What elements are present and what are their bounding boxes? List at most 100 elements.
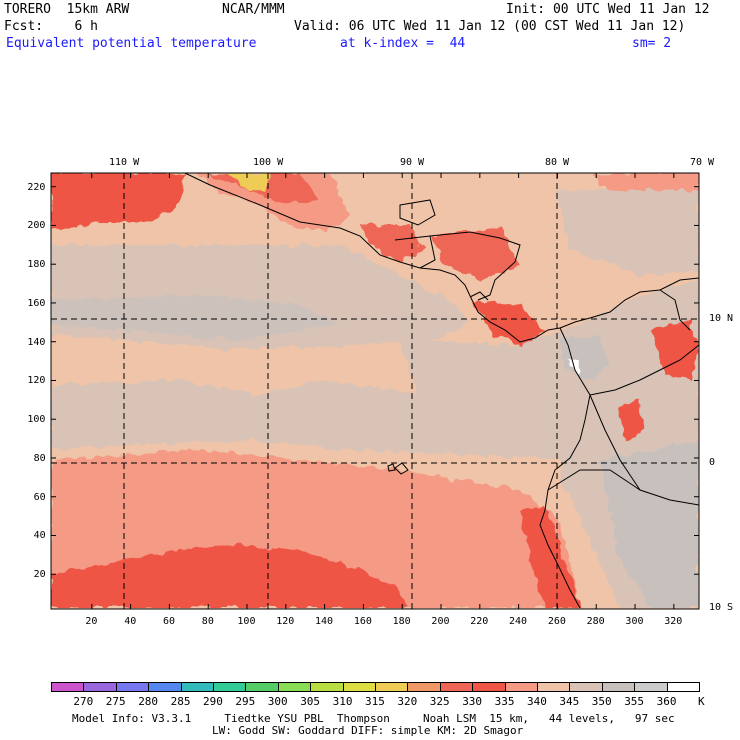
x-axis-label: 240 — [509, 616, 528, 627]
yucatan-outline — [399, 199, 436, 226]
y-axis-label: 180 — [27, 259, 46, 271]
x-axis-label: 200 — [431, 616, 450, 627]
warm-region-guatemala — [360, 225, 425, 262]
model-info-line1: Model Info: V3.3.1 Tiedtke YSU PBL Thomp… — [72, 712, 675, 725]
colorbar-label: 310 — [332, 695, 353, 708]
coastlines — [184, 173, 699, 609]
colorbar-label: 360 — [656, 695, 677, 708]
colorbar-label: 325 — [429, 695, 450, 708]
lon-label-90w: 90 W — [400, 157, 425, 168]
colorbar-swatch — [537, 682, 571, 692]
lon-label-80w: 80 W — [545, 157, 570, 168]
colorbar-swatch — [407, 682, 441, 692]
x-axis-label: 80 — [201, 616, 214, 627]
level-info: at k-index = 44 — [340, 36, 466, 51]
peak-region-mexico — [228, 173, 270, 192]
y-axis-label: 100 — [27, 414, 46, 426]
y-axis-label: 200 — [27, 220, 46, 232]
cool-region-amazon — [600, 440, 699, 608]
colorbar-swatch — [310, 682, 344, 692]
y-tick-marks — [51, 186, 699, 575]
x-axis-label: 220 — [470, 616, 489, 627]
colorbar-swatch — [472, 682, 506, 692]
valid-time: Valid: 06 UTC Wed 11 Jan 12 (00 CST Wed … — [294, 19, 686, 34]
lon-label-100w: 100 W — [253, 157, 284, 168]
colorbar-swatch — [666, 682, 700, 692]
x-axis-label: 60 — [163, 616, 176, 627]
colorbar-unit: K — [698, 695, 705, 708]
x-axis-label: 280 — [586, 616, 605, 627]
colorbar-label: 335 — [494, 695, 515, 708]
colorbar-label: 350 — [591, 695, 612, 708]
pacific-coast-central-america — [184, 173, 561, 343]
warm-region-colombia — [618, 400, 645, 440]
caribbean-coast — [394, 231, 521, 301]
border-guatemala — [419, 235, 436, 269]
model-name: TORERO 15km ARW — [4, 2, 130, 17]
forecast-hour: Fcst: 6 h — [4, 19, 98, 34]
map-frame — [50, 172, 700, 610]
cool-region-caribbean — [555, 190, 699, 275]
init-time: Init: 00 UTC Wed 11 Jan 12 — [506, 2, 710, 17]
x-axis-label: 120 — [276, 616, 295, 627]
lon-label-70w: 70 W — [690, 157, 715, 168]
colorbar-label: 315 — [365, 695, 385, 708]
border-venezuela — [659, 289, 691, 331]
warm-region-venezuela — [650, 320, 699, 380]
lat-label-0: 0 — [709, 457, 716, 468]
colorbar-label: 345 — [559, 695, 580, 708]
colorbar-swatch — [148, 682, 182, 692]
y-axis-label: 160 — [27, 297, 46, 309]
colorbar-swatch — [115, 682, 150, 692]
colorbar-label: 355 — [624, 695, 645, 708]
x-tick-marks — [91, 173, 675, 609]
colorbar-label: 270 — [73, 695, 94, 708]
colorbar-swatch — [51, 682, 85, 692]
colorbar-swatch — [601, 682, 636, 692]
colorbar-swatch — [83, 682, 117, 692]
colorbar-label: 280 — [138, 695, 159, 708]
x-axis-label: 40 — [124, 616, 137, 627]
y-axis-label: 20 — [33, 569, 46, 581]
lat-label-10n: 10 N — [709, 313, 734, 324]
colorbar-label: 295 — [235, 695, 256, 708]
graticule — [51, 173, 699, 609]
lat-label-10s: 10 S — [709, 602, 734, 613]
colorbar-swatch — [439, 682, 474, 692]
x-axis-label: 300 — [625, 616, 644, 627]
x-axis-label: 160 — [353, 616, 372, 627]
warm-region-nw — [51, 173, 185, 230]
x-axis-label: 140 — [315, 616, 334, 627]
warm-region-costarica — [470, 300, 545, 350]
x-axis-label: 20 — [85, 616, 98, 627]
colorbar-swatch — [342, 682, 376, 692]
colorbar-label: 340 — [527, 695, 547, 708]
colorbar-swatch — [375, 682, 409, 692]
colorbar-label: 320 — [397, 695, 418, 708]
colorbar-label: 275 — [105, 695, 126, 708]
x-axis-label: 260 — [547, 616, 566, 627]
colorbar-swatch — [245, 682, 279, 692]
warm-region-peru-coast — [520, 505, 580, 608]
colorbar-label: 285 — [170, 695, 191, 708]
model-info-line2: LW: Godd SW: Goddard DIFF: simple KM: 2D… — [212, 724, 524, 737]
pacific-coast-south-america — [539, 327, 591, 609]
cool-region-panama-gulf — [560, 335, 610, 380]
colorbar-swatch — [634, 682, 668, 692]
galapagos-island — [394, 462, 409, 475]
border-ecuador-peru — [547, 469, 699, 506]
colorbar-label: 300 — [267, 695, 288, 708]
galapagos-island-2 — [387, 463, 396, 472]
y-axis-label: 140 — [27, 336, 46, 348]
north-coast-south-america — [559, 277, 699, 329]
border-colombia-brazil — [589, 394, 641, 491]
colorbar-swatch — [504, 682, 538, 692]
warm-region-mexico — [195, 173, 350, 232]
x-axis-label: 320 — [664, 616, 683, 627]
x-axis-label: 180 — [392, 616, 411, 627]
field-name: Equivalent potential temperature — [6, 36, 257, 51]
colorbar-swatch — [213, 682, 247, 692]
smoothing-info: sm= 2 — [632, 36, 672, 51]
y-axis-label: 120 — [27, 375, 46, 387]
